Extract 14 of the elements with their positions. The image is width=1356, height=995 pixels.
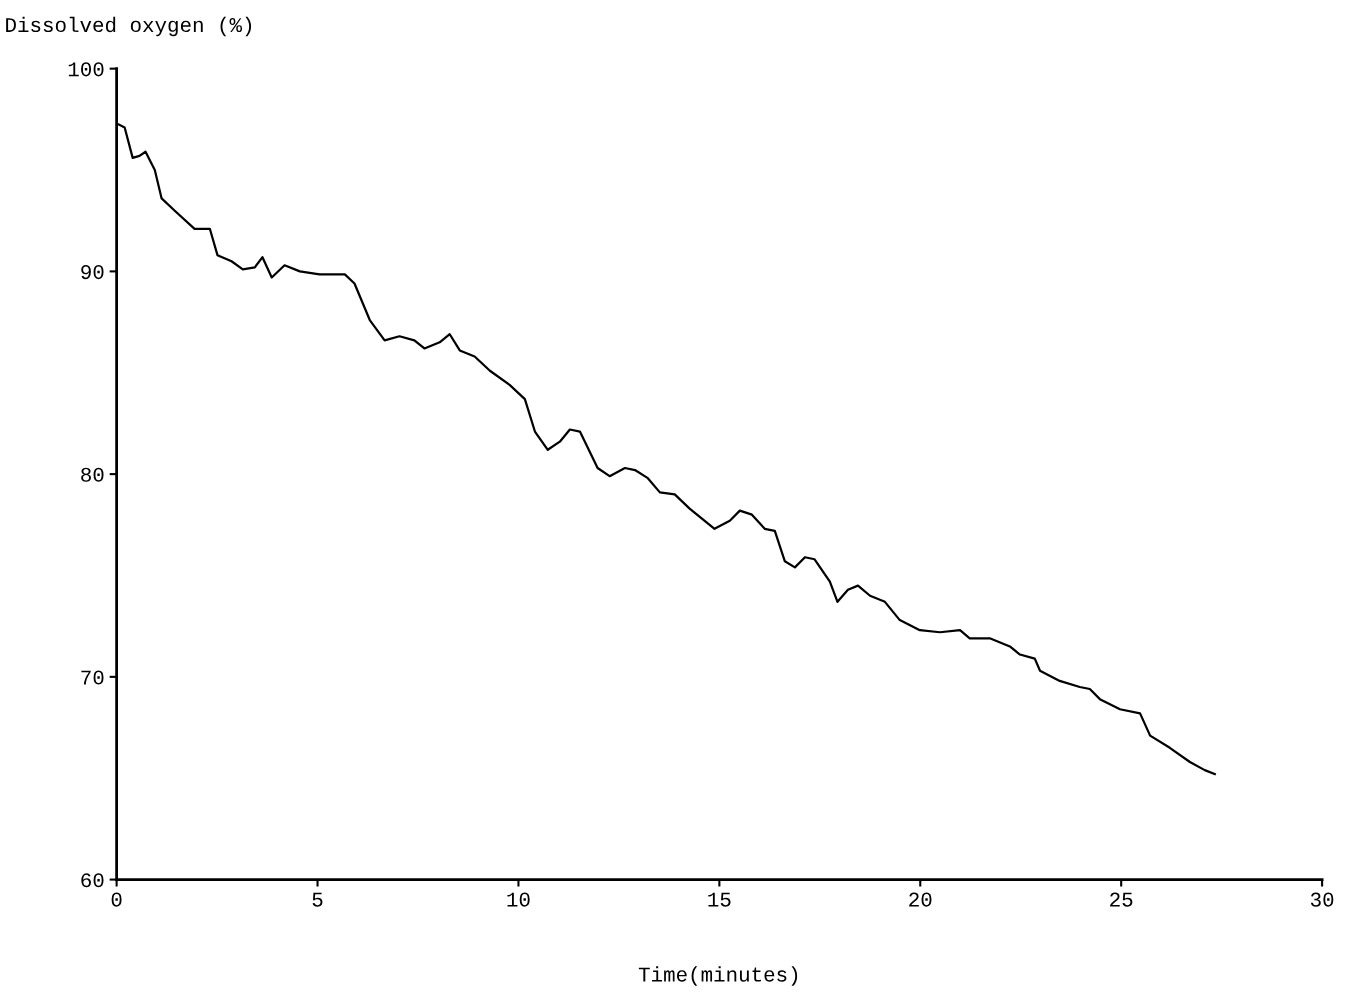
x-tick-label: 25: [1110, 892, 1133, 907]
x-tick-label: 15: [708, 892, 731, 907]
y-tick-label: 90: [81, 265, 104, 280]
y-tick-label: 70: [81, 670, 104, 685]
x-tick-label: 0: [111, 892, 122, 907]
x-axis-title: Time(minutes): [638, 966, 798, 986]
y-tick-label: 100: [68, 62, 104, 77]
x-tick-label: 30: [1310, 892, 1334, 907]
y-tick-label: 80: [81, 467, 104, 482]
y-axis-title: Dissolved oxygen (%): [6, 16, 252, 37]
x-tick-label: 5: [312, 892, 323, 907]
x-tick-label: 10: [507, 892, 530, 907]
x-tick-label: 20: [909, 892, 932, 907]
y-tick-label: 60: [81, 873, 104, 888]
